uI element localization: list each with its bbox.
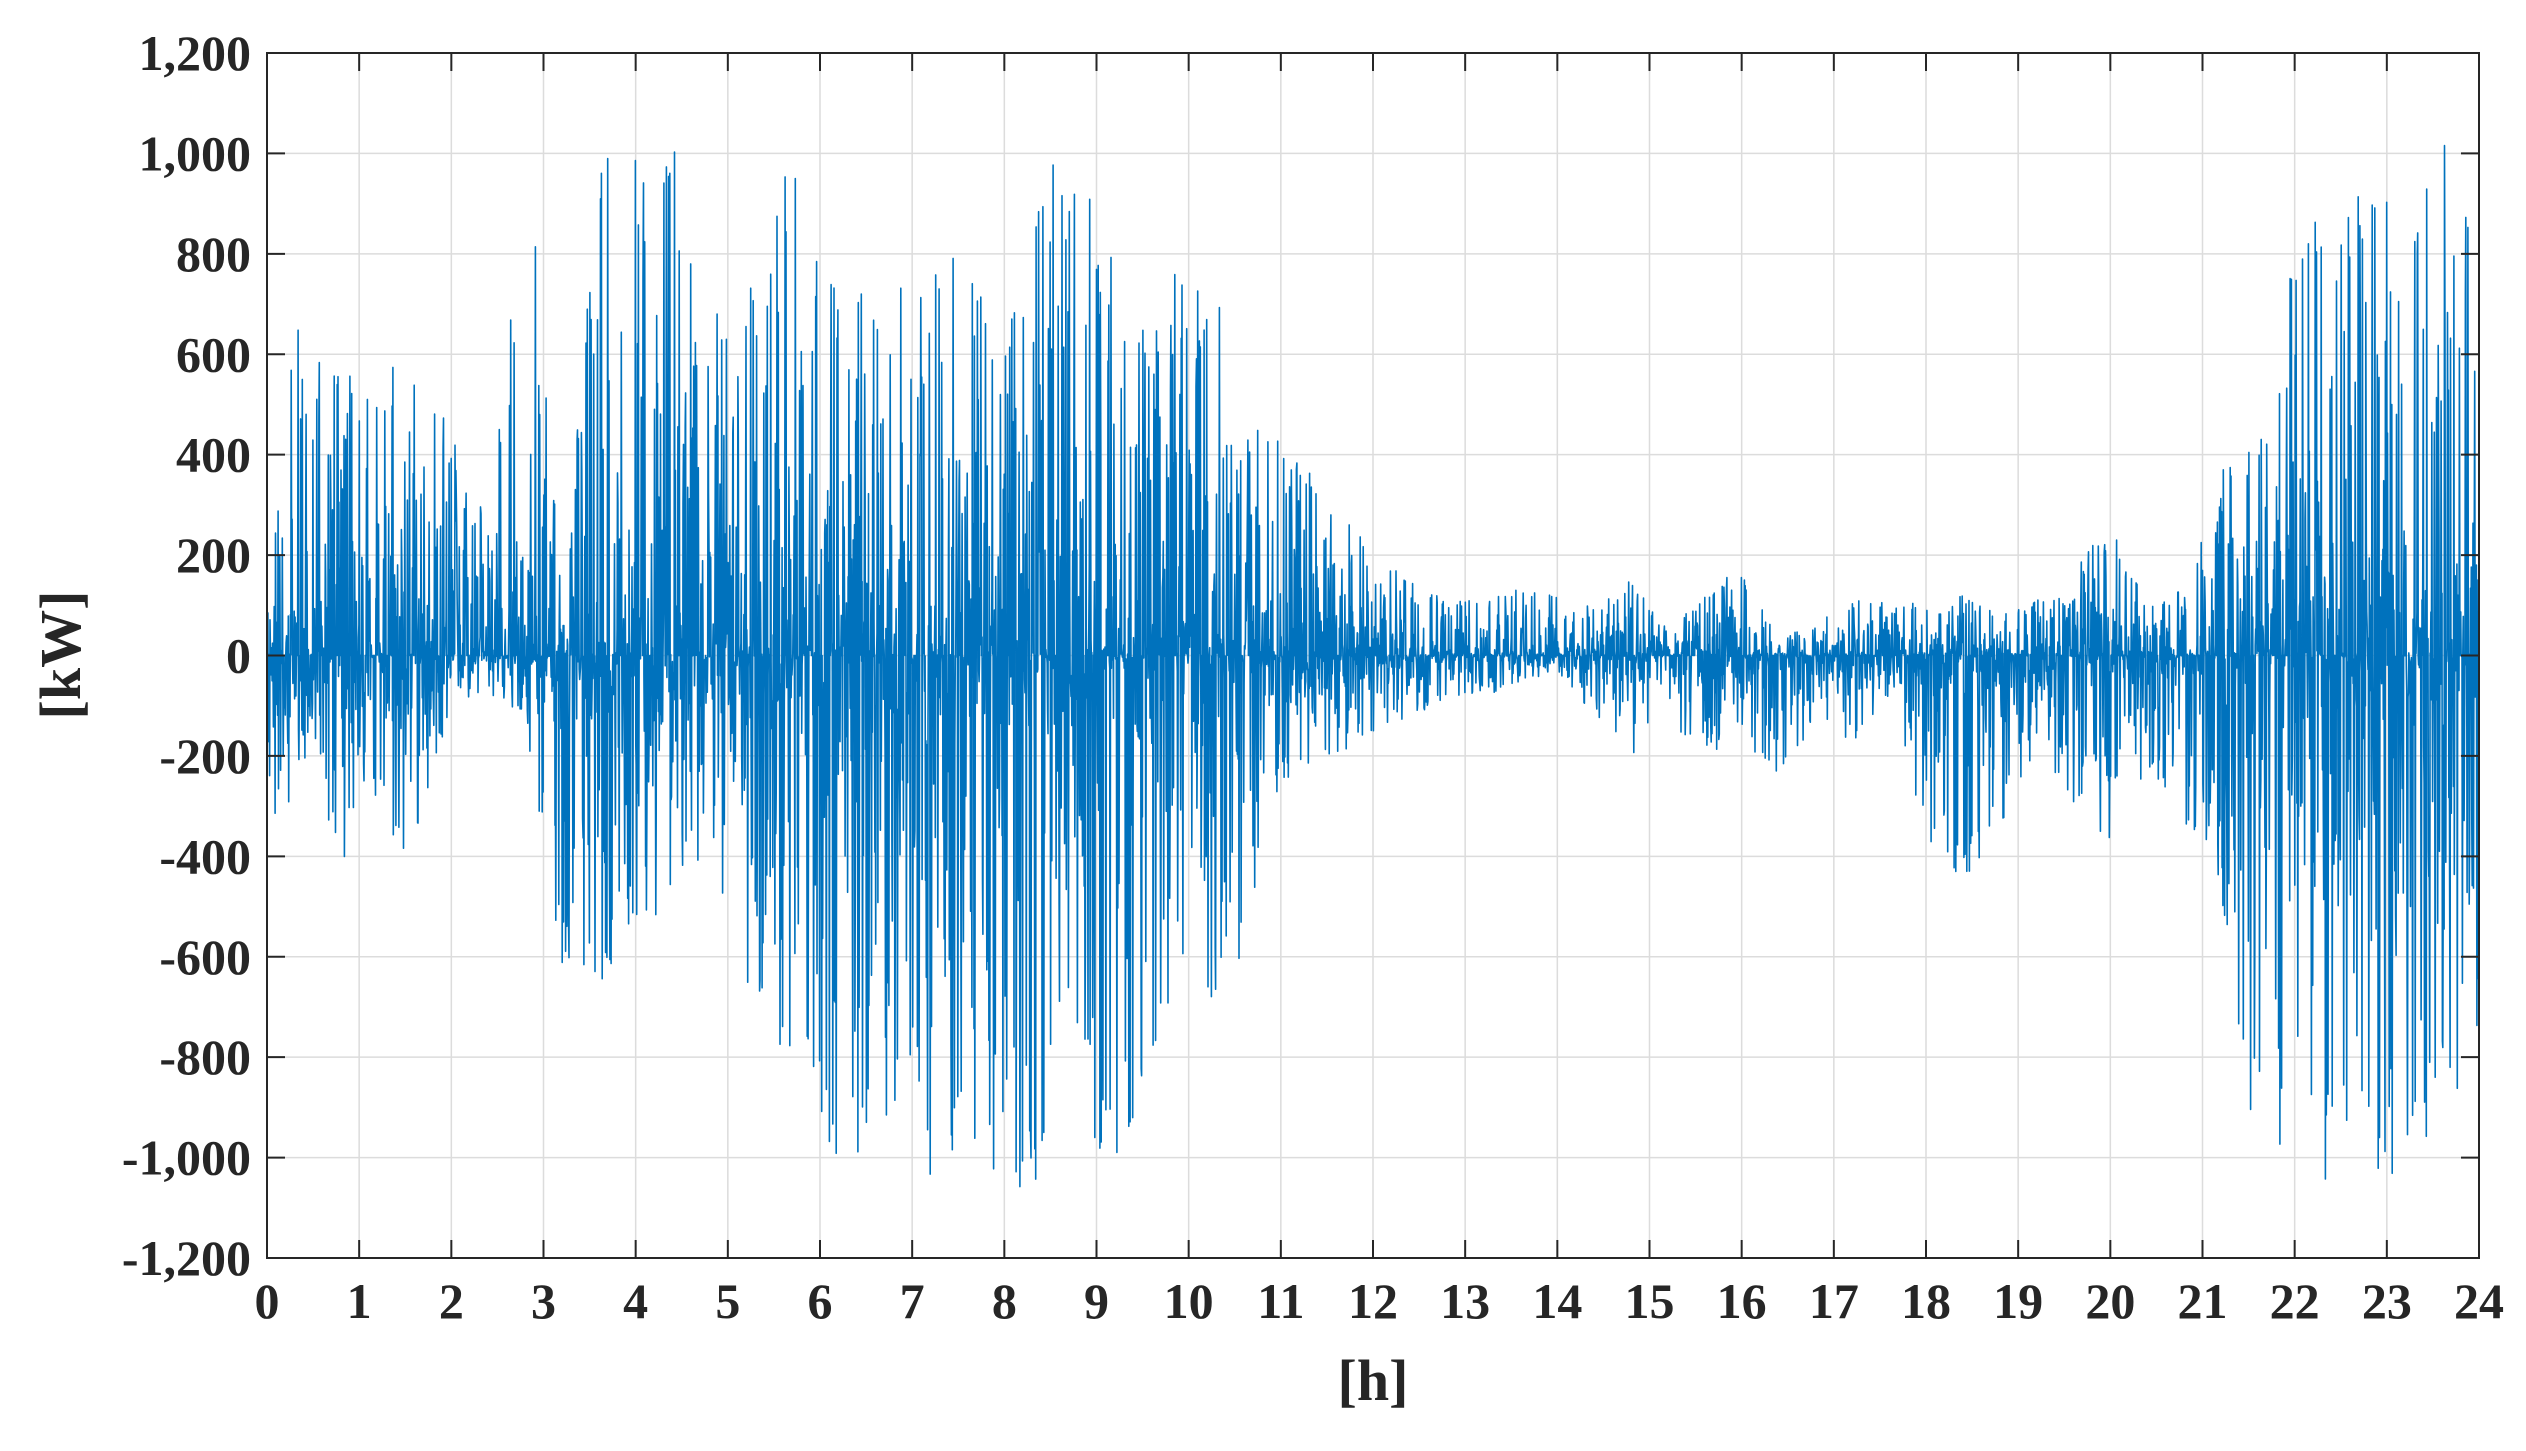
- y-tick-labels: 1,200 1,000 800 600 400 200 0 -200 -400 -600 -800 -…: [122, 25, 251, 1286]
- x-tick-label: 7: [900, 1273, 925, 1329]
- x-tick-label: 13: [1440, 1273, 1490, 1329]
- x-tick-label: 21: [2178, 1273, 2228, 1329]
- y-tick-label: -200: [159, 728, 251, 784]
- y-tick-label: -600: [159, 929, 251, 985]
- x-tick-label: 17: [1809, 1273, 1859, 1329]
- y-tick-label: 1,200: [139, 25, 252, 81]
- x-tick-label: 23: [2362, 1273, 2412, 1329]
- series-line-group: [266, 144, 2480, 1188]
- series-line: [266, 144, 2480, 1188]
- tick-marks: [266, 52, 2480, 1259]
- x-tick-label: 9: [1084, 1273, 1109, 1329]
- y-tick-label: -800: [159, 1029, 251, 1085]
- y-tick-label: 1,000: [139, 125, 252, 181]
- x-axis-label: [h]: [1338, 1348, 1409, 1413]
- x-tick-label: 24: [2454, 1273, 2504, 1329]
- x-tick-label: 14: [1532, 1273, 1582, 1329]
- y-tick-label: -400: [159, 828, 251, 884]
- x-tick-label: 19: [1993, 1273, 2043, 1329]
- x-tick-label: 8: [992, 1273, 1017, 1329]
- x-tick-label: 18: [1901, 1273, 1951, 1329]
- x-tick-label: 10: [1164, 1273, 1214, 1329]
- x-tick-labels: 0 1 2 3 4 5 6 7 8 9 10 11 12 13 14 15 16 17 18 19 20 21 22 23 24: [255, 1273, 2505, 1329]
- y-tick-label: 0: [226, 628, 251, 684]
- x-tick-label: 11: [1257, 1273, 1304, 1329]
- x-tick-label: 12: [1348, 1273, 1398, 1329]
- y-tick-label: -1,200: [122, 1230, 251, 1286]
- y-tick-label: -1,000: [122, 1130, 251, 1186]
- y-axis-label: [kW]: [28, 591, 93, 720]
- x-tick-label: 6: [808, 1273, 833, 1329]
- x-tick-label: 1: [347, 1273, 372, 1329]
- x-tick-label: 20: [2085, 1273, 2135, 1329]
- x-tick-label: 16: [1717, 1273, 1767, 1329]
- x-tick-label: 2: [439, 1273, 464, 1329]
- x-tick-label: 15: [1625, 1273, 1675, 1329]
- x-tick-label: 4: [623, 1273, 648, 1329]
- y-tick-label: 200: [176, 527, 251, 583]
- y-tick-label: 600: [176, 326, 251, 382]
- y-tick-label: 800: [176, 226, 251, 282]
- x-tick-label: 5: [715, 1273, 740, 1329]
- x-tick-label: 3: [531, 1273, 556, 1329]
- y-tick-label: 400: [176, 427, 251, 483]
- x-tick-label: 0: [255, 1273, 280, 1329]
- x-tick-label: 22: [2270, 1273, 2320, 1329]
